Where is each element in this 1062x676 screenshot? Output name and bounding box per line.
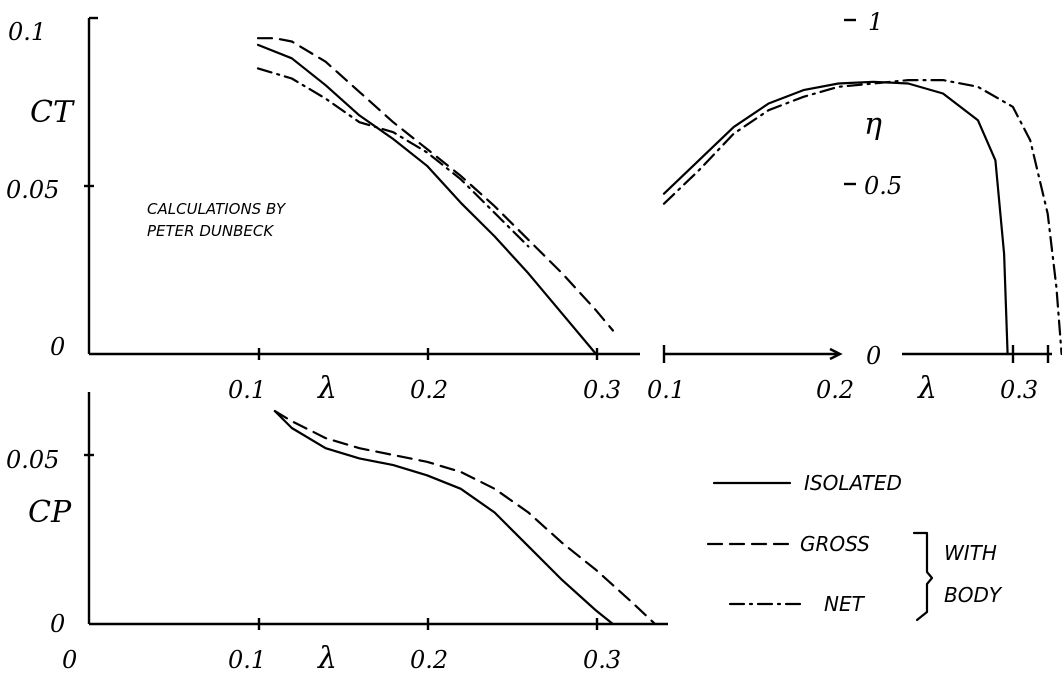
- thrust-panel: 0.1 0.05 0 CT 0.1 0.2 0.3 λ CALCULATIONS…: [6, 16, 640, 406]
- power-curves: [273, 410, 657, 626]
- efficiency-series-net: [662, 78, 1062, 356]
- efficiency-ytick-label: 0: [866, 342, 881, 370]
- power-xtick-label: 0.2: [410, 646, 448, 674]
- thrust-x-axis-label: λ: [317, 371, 337, 406]
- power-y-axis-label: CP: [28, 495, 72, 530]
- efficiency-ytick-label: 0.5: [864, 172, 902, 200]
- power-xtick-label: 0.3: [583, 646, 621, 674]
- efficiency-xtick-label: 0.2: [816, 376, 854, 404]
- calculation-note: PETER DUNBECK: [147, 222, 274, 240]
- power-ytick-label: 0: [50, 610, 65, 638]
- power-x-axis-label: λ: [317, 641, 337, 676]
- legend-label-isolated: ISOLATED: [804, 471, 902, 495]
- legend: ISOLATED GROSS NET WITH BODY: [706, 471, 1003, 622]
- efficiency-x-arrow: [829, 347, 843, 361]
- thrust-ytick-label: 0: [50, 333, 65, 361]
- efficiency-series-isolated: [662, 80, 1009, 356]
- thrust-y-axis-label: CT: [30, 95, 75, 130]
- thrust-xtick-label: 0.2: [410, 376, 448, 404]
- efficiency-ytick-label: 1: [868, 8, 883, 36]
- efficiency-x-axis-label: λ: [917, 371, 937, 406]
- power-xtick-label: 0.1: [228, 646, 266, 674]
- thrust-xtick-label: 0.1: [228, 376, 266, 404]
- legend-label-net: NET: [824, 592, 866, 616]
- thrust-series-gross: [256, 37, 615, 332]
- power-panel: 0.05 0 CP 0 0.1 0.2 0.3 λ: [6, 392, 668, 676]
- efficiency-xtick-label: 0.1: [647, 376, 685, 404]
- thrust-xtick-label: 0.3: [583, 376, 621, 404]
- thrust-ytick-label: 0.1: [8, 18, 46, 46]
- legend-group-label: WITH: [944, 541, 997, 565]
- efficiency-curves: [662, 78, 1062, 356]
- legend-bracket: [912, 531, 934, 622]
- efficiency-xtick-label: 0.3: [1000, 376, 1038, 404]
- power-series-gross: [273, 410, 657, 626]
- thrust-ytick-label: 0.05: [6, 176, 59, 204]
- thrust-series-isolated: [256, 43, 598, 356]
- efficiency-y-axis-label: η: [864, 107, 882, 142]
- legend-group-label: BODY: [944, 583, 1003, 607]
- power-ytick-label: 0.05: [6, 446, 59, 474]
- power-xtick-label: 0: [62, 646, 77, 674]
- efficiency-panel: 1 0.5 0 η 0.1 0.2 0.3 λ: [647, 8, 1062, 406]
- thrust-series-net: [256, 67, 530, 248]
- legend-label-gross: GROSS: [800, 532, 870, 556]
- thrust-curves: [256, 37, 615, 356]
- power-series-isolated: [273, 410, 615, 626]
- calculation-note: CALCULATIONS BY: [147, 200, 287, 218]
